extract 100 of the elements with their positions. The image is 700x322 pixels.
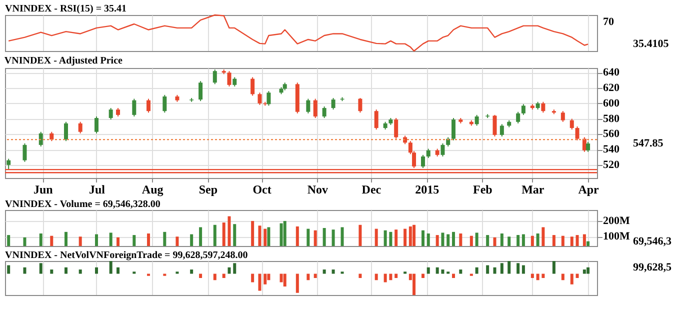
x-tick-label: Mar — [522, 182, 545, 196]
chart-title: VNINDEX - Adjusted Price — [4, 56, 124, 67]
candlestick — [541, 101, 546, 114]
x-tick-label: Dec — [362, 182, 382, 196]
text: 69,546,3 — [633, 235, 672, 248]
bar — [264, 274, 267, 284]
bar — [475, 267, 478, 274]
x-tick-label: Sep — [198, 182, 218, 196]
candlestick — [358, 98, 362, 114]
bar — [233, 263, 236, 274]
bar — [222, 274, 226, 278]
bar — [251, 274, 254, 282]
candlestick — [394, 118, 398, 140]
bar — [516, 263, 520, 274]
candlestick — [38, 131, 43, 147]
candlestick — [474, 114, 479, 126]
text: 70 — [603, 16, 614, 28]
candlestick — [232, 76, 237, 87]
chart-title: VNINDEX - RSI(15) = 35.41 — [5, 3, 127, 14]
bar — [561, 274, 564, 280]
bar — [109, 261, 112, 274]
candlestick — [516, 111, 520, 124]
candlestick — [420, 154, 425, 168]
candlestick — [313, 98, 318, 118]
bar — [213, 274, 216, 280]
chart-title: VNINDEX - NetVolVNForeignTrade = 99,628,597,248.00 — [5, 250, 248, 261]
bar — [50, 270, 54, 274]
bar — [412, 274, 416, 295]
x-tick-label: Jun — [33, 182, 54, 196]
text: 99,628,5 — [633, 261, 672, 274]
y-tick-label: 560 — [603, 128, 620, 140]
bar — [267, 274, 270, 280]
x-tick-label: Aug — [142, 182, 164, 196]
candlestick — [132, 98, 136, 117]
bar — [64, 267, 68, 274]
candlestick — [586, 141, 590, 152]
candlestick — [78, 121, 82, 134]
candlestick — [162, 94, 167, 114]
candlestick — [227, 70, 232, 87]
candlestick — [250, 76, 255, 96]
y-tick-label: 200M — [603, 214, 630, 227]
y-tick-label: 620 — [603, 82, 620, 94]
bar — [94, 267, 98, 274]
bar — [199, 274, 202, 278]
bar — [522, 265, 525, 274]
bar — [39, 263, 42, 274]
bar — [78, 270, 82, 274]
x-tick-label: Jul — [88, 182, 106, 196]
x-tick-label: Nov — [307, 182, 328, 196]
bar — [23, 267, 26, 274]
bar — [426, 267, 430, 274]
bar — [190, 270, 194, 274]
bar — [586, 267, 590, 274]
candlestick — [492, 114, 497, 137]
bar — [493, 267, 496, 274]
bar — [389, 274, 392, 280]
bar — [459, 270, 462, 274]
candlestick — [322, 106, 326, 118]
candlestick — [446, 136, 450, 147]
candlestick — [575, 126, 580, 141]
candlestick — [146, 98, 151, 114]
y-tick-label: 100M — [603, 230, 630, 243]
bar — [582, 270, 586, 274]
bar — [384, 274, 387, 282]
candlestick — [440, 142, 445, 157]
x-tick-label: Oct — [252, 182, 272, 196]
bar — [508, 261, 511, 274]
candlestick — [570, 118, 574, 130]
x-tick-label: Apr — [578, 182, 600, 196]
candlestick — [198, 80, 203, 102]
candlestick — [6, 158, 11, 170]
candlestick — [374, 109, 378, 130]
chart-title: VNINDEX - Volume = 69,546,328.00 — [5, 199, 160, 210]
candlestick — [22, 142, 27, 162]
candlestick — [426, 148, 430, 158]
candlestick — [94, 116, 98, 134]
candlestick — [331, 98, 336, 110]
candlestick — [560, 110, 565, 122]
bar — [228, 267, 231, 274]
candlestick — [212, 69, 217, 85]
bar — [552, 261, 556, 274]
bar — [296, 274, 299, 293]
bar — [570, 274, 574, 284]
x-tick-label: 2015 — [415, 182, 440, 196]
bar — [530, 274, 534, 278]
bar — [322, 270, 326, 274]
candlestick — [50, 131, 54, 142]
bar — [332, 270, 335, 274]
candlestick — [500, 124, 504, 137]
bar — [500, 263, 504, 274]
bar — [116, 267, 120, 274]
bar — [542, 274, 545, 278]
candlestick — [64, 121, 68, 142]
x-tick-label: Feb — [473, 182, 493, 196]
bar — [441, 270, 444, 274]
bar — [536, 274, 540, 280]
bar — [358, 274, 362, 278]
candlestick — [258, 92, 262, 106]
candlestick — [451, 118, 456, 141]
bar — [283, 274, 286, 286]
